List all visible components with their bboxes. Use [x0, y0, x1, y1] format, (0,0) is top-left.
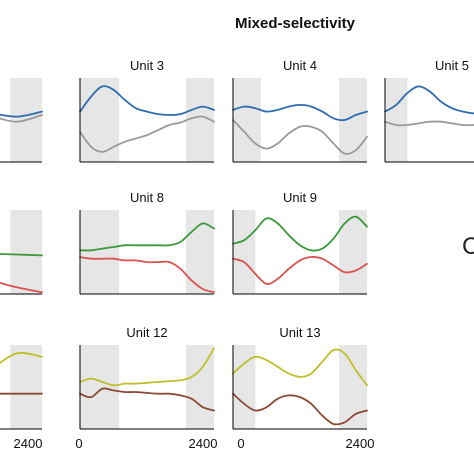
x-tick-end-panel-8: 2400 — [14, 436, 43, 451]
panel-10: Unit 13 — [232, 325, 368, 430]
series-line-red — [0, 281, 43, 294]
shaded-epoch-1 — [10, 345, 43, 429]
x-tick-start-panel-10: 0 — [237, 436, 244, 451]
panel-5 — [0, 210, 43, 295]
shaded-epoch-1 — [233, 78, 261, 162]
panel-1 — [0, 78, 43, 163]
series-line-red — [79, 256, 215, 294]
x-tick-labels: 2400 0 2400 0 2400 — [14, 436, 375, 451]
x-tick-start-panel-9: 0 — [75, 436, 82, 451]
panel-7: Unit 9 — [232, 190, 368, 295]
panel-6: Unit 8 — [79, 190, 215, 295]
series-line-blue — [384, 85, 474, 115]
panel-title: Unit 12 — [126, 325, 167, 340]
series-line-red — [232, 256, 368, 285]
shaded-epoch-1 — [10, 210, 43, 294]
panel-2: Unit 3 — [79, 58, 215, 163]
x-tick-end-panel-10: 2400 — [346, 436, 375, 451]
panel-title: Unit 3 — [130, 58, 164, 73]
panel-grid: Unit 3 Unit 4 Unit 5 Unit 8 Unit 9 Unit 12 Uni… — [0, 58, 474, 430]
panel-title: Unit 13 — [279, 325, 320, 340]
shaded-epoch-1 — [80, 210, 120, 294]
series-line-green — [79, 222, 215, 252]
shaded-epoch-2 — [186, 210, 214, 294]
panel-title: Unit 4 — [283, 58, 317, 73]
series-line-green — [0, 253, 43, 257]
shaded-epoch-2 — [186, 345, 214, 429]
panel-title: Unit 8 — [130, 190, 164, 205]
series-line-brown — [79, 387, 215, 412]
series-line-blue — [0, 110, 43, 118]
panel-8 — [0, 345, 43, 430]
shaded-epoch-1 — [80, 345, 120, 429]
series-line-yellow — [0, 352, 43, 365]
series-line-gray — [79, 115, 215, 153]
series-line-yellow — [79, 347, 215, 387]
panel-3: Unit 4 — [232, 58, 368, 163]
shaded-epoch-1 — [385, 78, 408, 162]
series-line-green — [232, 215, 368, 252]
panel-4: Unit 5 — [384, 58, 474, 163]
panel-title: Unit 5 — [435, 58, 469, 73]
series-line-gray — [232, 119, 368, 155]
edge-letter-c: C — [462, 233, 474, 260]
figure-title: Mixed-selectivity — [235, 15, 356, 32]
series-line-brown — [232, 392, 368, 426]
series-line-gray — [0, 114, 43, 123]
shaded-epoch-1 — [233, 210, 256, 294]
series-line-blue — [232, 103, 368, 122]
series-line-blue — [79, 85, 215, 116]
series-line-gray — [384, 120, 474, 127]
x-tick-end-panel-9: 2400 — [189, 436, 218, 451]
panel-title: Unit 9 — [283, 190, 317, 205]
panel-9: Unit 12 — [79, 325, 215, 430]
series-line-yellow — [232, 348, 368, 387]
